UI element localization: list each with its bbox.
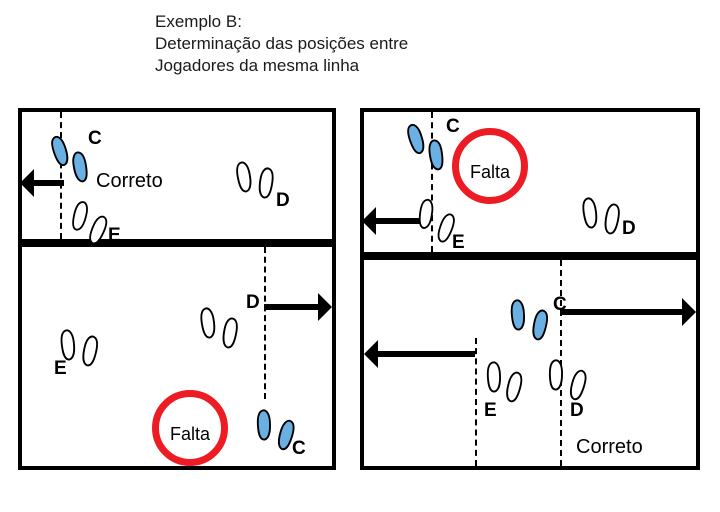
fault-ring-tr: Falta [452,128,528,204]
guide-dash-tl [60,112,62,239]
panel-bottom-right [360,256,700,470]
panel-top-left [18,108,336,243]
diagram-canvas: Exemplo B: Determinação das posições ent… [0,0,720,512]
footprint-BR_E_L [485,359,503,394]
label-tr-d: D [622,218,636,240]
arrow-br-left-head [364,340,378,368]
footprint-TR_C_R [426,137,445,172]
title-line-2: Determinação das posições entre [155,34,408,54]
label-tr-e: E [452,232,465,254]
footprint-BR_D_L [547,358,564,393]
label-bl-d: D [246,292,260,314]
arrow-br-right-head [682,298,696,326]
footprint-BR_C_L [508,297,527,332]
guide-dash-tr [431,112,433,252]
arrow-br-left [378,351,475,357]
label-br-e: E [484,400,497,422]
footprint-TR_E_L [416,197,435,230]
fault-ring-tr-label: Falta [459,162,521,183]
label-br-d: D [570,400,584,422]
guide-dash-bl [264,247,266,399]
guide-dash-br-left [475,338,477,466]
label-br-c: C [553,294,567,316]
fault-ring-bl: Falta [152,390,228,466]
label-tl-e: E [108,225,121,247]
title-line-1: Exemplo B: [155,12,242,32]
arrow-tl-left [34,180,64,186]
label-tr-c: C [446,116,460,138]
arrow-tl-left-head [20,169,34,197]
label-tl-status: Correto [96,170,163,193]
arrow-tr-left-head [362,207,376,235]
label-tl-d: D [276,190,290,212]
label-bl-c: C [292,438,306,460]
arrow-bl-right [264,304,318,310]
footprint-BL_C_L [255,407,273,442]
title-line-3: Jogadores da mesma linha [155,56,359,76]
arrow-bl-right-head [318,293,332,321]
label-br-status: Correto [576,436,643,459]
label-tl-c: C [88,128,102,150]
arrow-br-right [560,309,682,315]
fault-ring-bl-label: Falta [159,424,221,445]
